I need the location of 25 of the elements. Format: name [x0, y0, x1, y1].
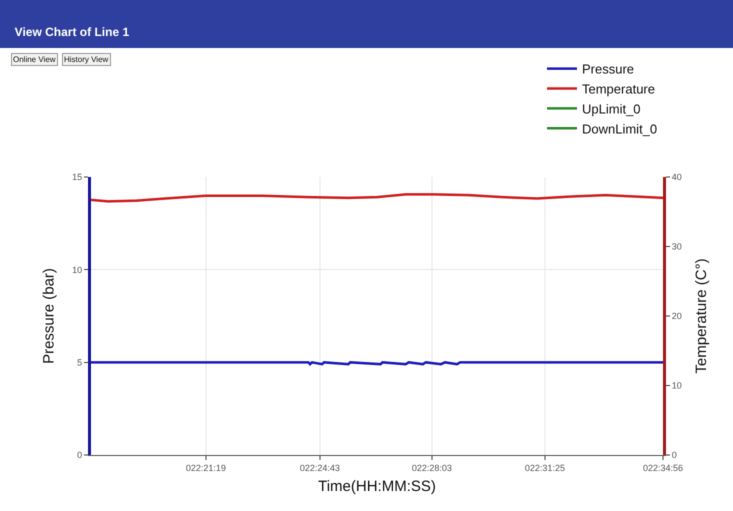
y2-tick-label: 0 — [672, 450, 677, 460]
y-tick-label: 15 — [72, 172, 82, 182]
x-tick-label: 022:34:56 — [642, 462, 684, 473]
y-tick-label: 5 — [77, 357, 82, 368]
chart-title: View Chart of Line 1 — [14, 25, 130, 40]
legend-label: Temperature — [582, 82, 655, 97]
legend-label: UpLimit_0 — [582, 101, 641, 116]
y-tick-label: 10 — [72, 264, 82, 275]
y2-tick-label: 20 — [672, 311, 682, 322]
y2-tick-label: 30 — [672, 242, 682, 252]
line-series — [91, 193, 663, 203]
y-tick-label: 0 — [77, 450, 82, 460]
y2-axis-title: Temperature (C°) — [692, 258, 710, 374]
legend-label: Pressure — [582, 62, 634, 77]
x-tick-label: 022:21:19 — [186, 462, 226, 473]
y-axis-title: Pressure (bar) — [40, 268, 58, 364]
text: Online View — [13, 55, 56, 64]
x-axis-title: Time(HH:MM:SS) — [318, 478, 436, 495]
x-tick-label: 022:28:03 — [412, 462, 452, 473]
y2-tick-label: 10 — [672, 380, 682, 391]
legend-label: DownLimit_0 — [582, 121, 658, 136]
x-tick-label: 022:24:43 — [300, 462, 340, 473]
x-tick-label: 022:31:25 — [524, 462, 565, 473]
text: History View — [64, 55, 109, 64]
y2-tick-label: 40 — [672, 172, 682, 182]
